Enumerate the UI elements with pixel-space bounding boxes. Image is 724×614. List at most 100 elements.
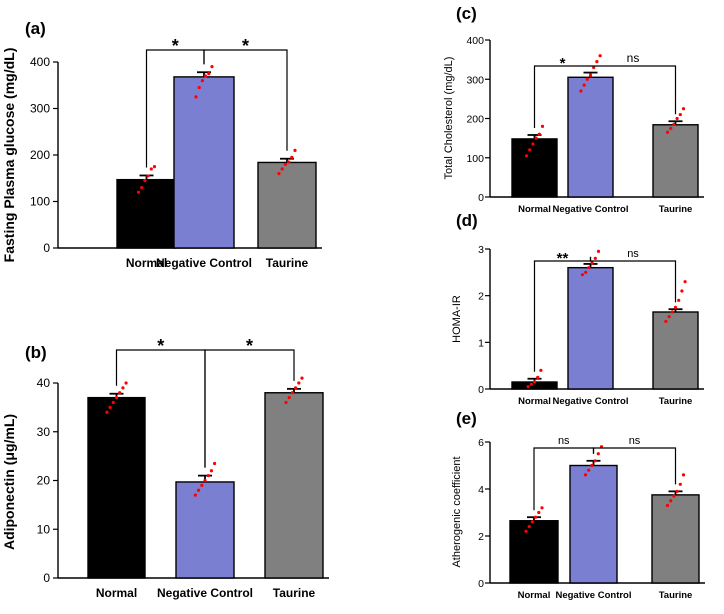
category-label: Normal (96, 586, 137, 600)
data-point (200, 483, 204, 487)
data-point (665, 130, 670, 134)
y-axis-title: Fasting Plasma glucose (mg/dL) (1, 48, 17, 263)
panel-label: (a) (25, 19, 46, 38)
data-point (149, 167, 153, 171)
significance-label: * (560, 55, 566, 72)
data-point (584, 270, 588, 274)
data-point (193, 493, 197, 497)
significance-label: * (246, 336, 253, 356)
data-point (540, 124, 545, 128)
data-point (284, 400, 288, 405)
data-point (672, 494, 676, 498)
y-tick-label: 3 (478, 244, 484, 256)
data-point (532, 380, 537, 384)
data-point (582, 83, 586, 87)
category-label: Normal (518, 204, 551, 215)
data-point (681, 107, 686, 111)
y-axis-title: HOMA-IR (451, 295, 463, 343)
bar (173, 76, 235, 249)
data-point (596, 249, 601, 253)
category-label: Normal (126, 256, 167, 270)
category-label: Taurine (659, 396, 693, 407)
data-point (596, 452, 600, 456)
panel-c: (c) Total Cholesterol (mg/dL) 0 100 200 300 40… (443, 4, 704, 215)
bar (116, 178, 177, 249)
data-point (290, 391, 294, 395)
data-point (277, 172, 281, 176)
data-point (136, 190, 141, 194)
data-point (588, 73, 593, 77)
data-point (114, 396, 119, 400)
data-point (590, 463, 594, 468)
data-point (204, 74, 208, 78)
data-point (678, 482, 682, 486)
bar (511, 138, 558, 198)
bar (651, 494, 700, 584)
y-tick-label: 300 (30, 102, 50, 116)
bar (264, 392, 324, 579)
bar (569, 464, 618, 584)
data-point (287, 396, 291, 400)
data-point (531, 142, 535, 146)
y-tick-label: 6 (478, 437, 484, 449)
data-point (540, 506, 544, 510)
y-axis-title: Total Cholesterol (mg/dL) (443, 57, 455, 180)
data-point (210, 65, 214, 69)
y-axis-title: Atherogenic coefficient (451, 456, 463, 567)
data-point (530, 520, 535, 524)
category-label: Negative Control (156, 256, 252, 270)
data-point (673, 305, 678, 309)
y-tick-label: 200 (466, 114, 484, 126)
data-point (283, 162, 287, 166)
data-point (536, 375, 540, 379)
category-label: Negative Control (552, 396, 628, 407)
category-label: Normal (518, 590, 551, 601)
y-tick-label: 400 (30, 55, 50, 69)
bar (652, 124, 699, 198)
data-point (670, 310, 674, 314)
data-point (669, 126, 673, 130)
data-point (585, 77, 589, 81)
data-point (197, 85, 201, 90)
significance-label: ns (558, 435, 570, 447)
y-tick-label: 0 (43, 571, 50, 585)
panel-label: (d) (456, 211, 478, 230)
data-point (209, 469, 213, 473)
y-tick-label: 2 (478, 531, 484, 543)
category-label: Negative Control (555, 590, 631, 601)
panel-b: (b) Adiponectin (μg/mL) 0 10 20 30 40 Normal Neg… (1, 336, 329, 600)
data-point (294, 386, 298, 390)
bar (257, 161, 317, 249)
y-tick-label: 1 (478, 337, 484, 349)
data-point (527, 525, 531, 529)
y-tick-label: 300 (466, 74, 484, 86)
y-tick-label: 30 (37, 425, 51, 439)
bar (175, 481, 235, 579)
y-tick-label: 0 (478, 578, 484, 590)
significance-label: * (172, 36, 179, 56)
data-point (143, 178, 147, 183)
data-point (681, 473, 686, 477)
data-point (592, 65, 596, 70)
data-point (587, 468, 591, 472)
y-tick-label: 400 (466, 35, 484, 47)
significance-bracket (592, 447, 677, 485)
data-point (583, 473, 588, 477)
data-point (146, 174, 150, 178)
data-point (672, 122, 676, 126)
data-point (108, 405, 112, 409)
data-point (105, 410, 109, 414)
data-point (118, 391, 122, 395)
data-point (537, 510, 541, 515)
y-tick-label: 40 (37, 376, 51, 390)
y-tick-label: 0 (478, 384, 484, 396)
category-label: Negative Control (157, 586, 253, 600)
y-tick-label: 0 (43, 241, 50, 255)
category-label: Normal (518, 396, 551, 407)
bar (567, 76, 614, 198)
data-point (200, 79, 204, 83)
data-point (534, 136, 538, 140)
data-point (111, 400, 115, 405)
data-point (121, 386, 125, 390)
